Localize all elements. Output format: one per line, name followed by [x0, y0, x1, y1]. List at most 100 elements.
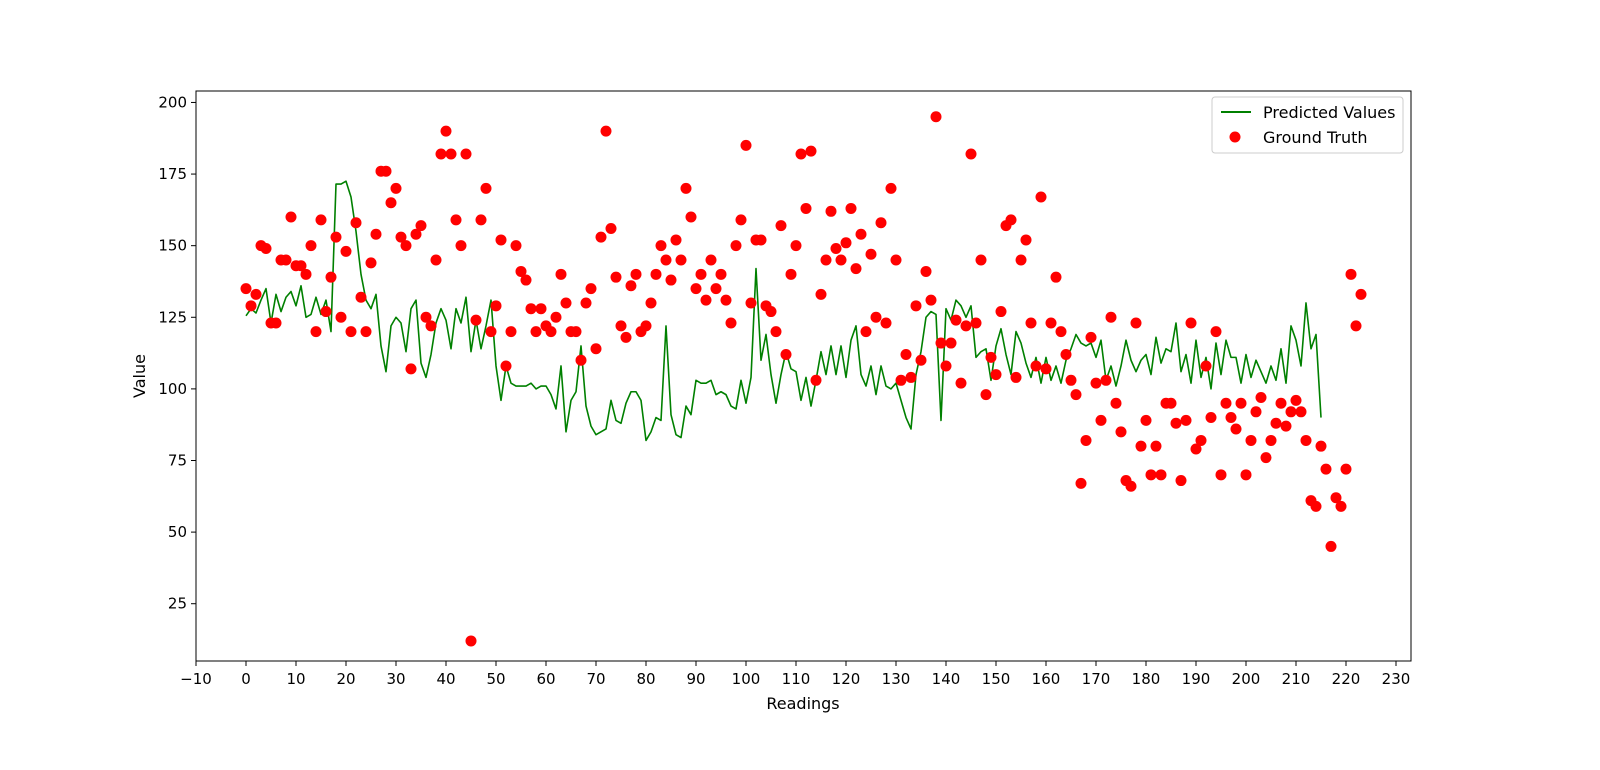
y-tick-label: 25 — [168, 595, 187, 613]
ground-truth-point — [365, 257, 377, 269]
ground-truth-point — [615, 320, 627, 332]
ground-truth-point — [555, 268, 567, 280]
ground-truth-point — [660, 254, 672, 266]
ground-truth-point — [1060, 349, 1072, 361]
ground-truth-point — [1280, 420, 1292, 432]
ground-truth-point — [1325, 540, 1337, 552]
ground-truth-point — [595, 231, 607, 243]
ground-truth-point — [510, 240, 522, 252]
ground-truth-point — [505, 326, 517, 338]
ground-truth-point — [1015, 254, 1027, 266]
ground-truth-point — [1145, 469, 1157, 481]
ground-truth-point — [820, 254, 832, 266]
ground-truth-point — [1115, 426, 1127, 438]
ground-truth-point — [730, 240, 742, 252]
x-tick-label: 190 — [1182, 670, 1211, 688]
ground-truth-point — [360, 326, 372, 338]
ground-truth-point — [1045, 317, 1057, 329]
ground-truth-point — [710, 283, 722, 295]
ground-truth-point — [1250, 406, 1262, 418]
ground-truth-point — [1330, 492, 1342, 504]
ground-truth-point — [1180, 414, 1192, 426]
ground-truth-point — [685, 211, 697, 223]
ground-truth-point — [1335, 500, 1347, 512]
ground-truth-point — [475, 214, 487, 226]
ground-truth-point — [1010, 371, 1022, 383]
ground-truth-point — [640, 320, 652, 332]
ground-truth-point — [1095, 414, 1107, 426]
ground-truth-point — [1100, 374, 1112, 386]
ground-truth-point — [1110, 397, 1122, 409]
ground-truth-point — [560, 297, 572, 309]
x-tick-label: 10 — [286, 670, 305, 688]
ground-truth-point — [1315, 440, 1327, 452]
ground-truth-point — [1340, 463, 1352, 475]
ground-truth-point — [645, 297, 657, 309]
ground-truth-point — [245, 300, 257, 312]
ground-truth-point — [1005, 214, 1017, 226]
ground-truth-point — [925, 294, 937, 306]
ground-truth-point — [450, 214, 462, 226]
x-tick-label: 120 — [832, 670, 861, 688]
ground-truth-point — [1225, 412, 1237, 424]
ground-truth-point — [455, 240, 467, 252]
ground-truth-point — [745, 297, 757, 309]
ground-truth-point — [1165, 397, 1177, 409]
ground-truth-point — [295, 260, 307, 272]
ground-truth-point — [955, 377, 967, 389]
y-axis-label: Value — [130, 354, 149, 398]
ground-truth-point — [755, 234, 767, 246]
ground-truth-point — [850, 263, 862, 275]
ground-truth-point — [1135, 440, 1147, 452]
ground-truth-point — [305, 240, 317, 252]
ground-truth-point — [945, 337, 957, 349]
x-tick-label: 140 — [932, 670, 961, 688]
ground-truth-point — [500, 360, 512, 372]
ground-truth-point — [425, 320, 437, 332]
ground-truth-point — [590, 343, 602, 355]
ground-truth-point — [870, 311, 882, 323]
ground-truth-point — [1215, 469, 1227, 481]
ground-truth-point — [420, 311, 432, 323]
ground-truth-point — [915, 354, 927, 366]
ground-truth-point — [315, 214, 327, 226]
ground-truth-point — [720, 294, 732, 306]
ground-truth-point — [940, 360, 952, 372]
x-axis-label: Readings — [766, 694, 839, 713]
ground-truth-point — [480, 182, 492, 194]
ground-truth-point — [495, 234, 507, 246]
axes: −10 0 10 20 30 40 50 60 70 80 90 100 110 120 130 140 150… — [158, 90, 1412, 688]
ground-truth-point — [815, 288, 827, 300]
ground-truth-point — [810, 374, 822, 386]
predicted-values-line — [245, 180, 1322, 442]
ground-truth-point — [1035, 191, 1047, 203]
ground-truth-point — [1260, 452, 1272, 464]
ground-truth-point — [605, 222, 617, 234]
ground-truth-point — [1265, 434, 1277, 446]
ground-truth-point — [1040, 363, 1052, 375]
ground-truth-point — [995, 306, 1007, 318]
ground-truth-point — [1065, 374, 1077, 386]
ground-truth-point — [400, 240, 412, 252]
ground-truth-point — [845, 202, 857, 214]
ground-truth-point — [805, 145, 817, 157]
x-tick-label: 180 — [1132, 670, 1161, 688]
ground-truth-point — [535, 303, 547, 315]
x-tick-label: 80 — [636, 670, 655, 688]
ground-truth-point — [600, 125, 612, 137]
ground-truth-point — [830, 243, 842, 255]
ground-truth-point — [405, 363, 417, 375]
ground-truth-point — [485, 326, 497, 338]
ground-truth-point — [670, 234, 682, 246]
ground-truth-point — [610, 271, 622, 283]
ground-truth-point — [445, 148, 457, 160]
ground-truth-point — [695, 268, 707, 280]
ground-truth-point — [470, 314, 482, 326]
ground-truth-point — [655, 240, 667, 252]
ground-truth-point — [355, 291, 367, 303]
plot-frame — [195, 90, 1412, 662]
x-tick-label: 100 — [732, 670, 761, 688]
ground-truth-point — [385, 197, 397, 209]
ground-truth-point — [460, 148, 472, 160]
plot-area — [240, 111, 1367, 647]
